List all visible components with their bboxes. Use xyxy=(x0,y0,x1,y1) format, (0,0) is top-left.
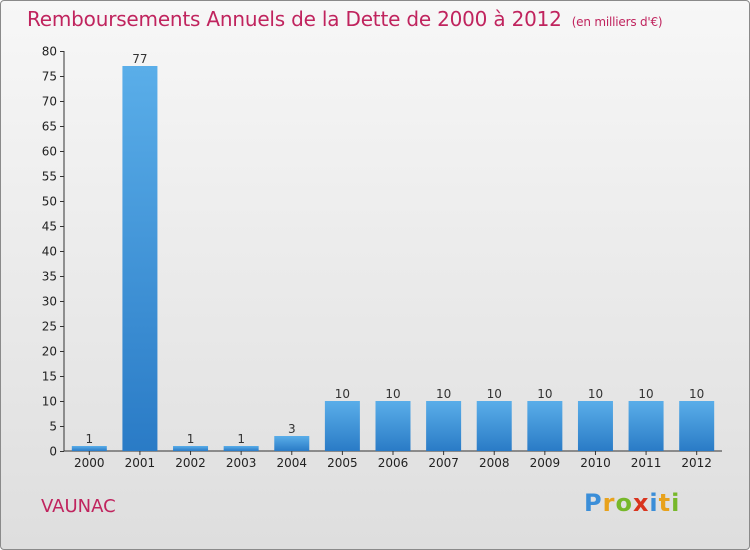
bar-2012 xyxy=(679,401,715,451)
y-tick-label: 40 xyxy=(42,245,57,259)
chart-axes: 0 5 10 15 20 25 30 35 40 45 50 55 60 65 70 75 80 2000 2001… xyxy=(42,45,722,470)
x-tick-label: 2007 xyxy=(428,456,459,470)
bar-2007 xyxy=(426,401,462,451)
y-tick-label: 0 xyxy=(49,445,57,459)
bar-value-label: 10 xyxy=(588,387,603,401)
bar-2006 xyxy=(375,401,411,451)
bar-2001 xyxy=(122,66,158,451)
x-tick-label: 2012 xyxy=(681,456,712,470)
chart-title: Remboursements Annuels de la Dette de 20… xyxy=(27,7,663,31)
y-tick-label: 75 xyxy=(42,70,57,84)
y-tick-label: 60 xyxy=(42,145,57,159)
logo-letter: o xyxy=(615,489,633,517)
x-tick-label: 2004 xyxy=(276,456,307,470)
y-tick-label: 25 xyxy=(42,320,57,334)
x-tick-label: 2002 xyxy=(175,456,206,470)
bar-value-label: 10 xyxy=(689,387,704,401)
bar-2010 xyxy=(577,401,613,451)
y-tick-label: 65 xyxy=(42,120,57,134)
x-tick-label: 2003 xyxy=(226,456,257,470)
x-tick-label: 2008 xyxy=(479,456,510,470)
chart-data-labels: 1 77 1 1 3 10 10 10 10 10 10 10 10 xyxy=(85,52,704,446)
proxiti-logo: Proxiti xyxy=(584,489,680,517)
y-tick-label: 30 xyxy=(42,295,57,309)
logo-letter: i xyxy=(649,489,659,517)
y-tick-label: 45 xyxy=(42,220,57,234)
bar-value-label: 10 xyxy=(385,387,400,401)
x-tick-label: 2009 xyxy=(530,456,561,470)
logo-letter: i xyxy=(671,489,681,517)
x-tick-label: 2006 xyxy=(378,456,409,470)
bar-value-label: 10 xyxy=(638,387,653,401)
bar-value-label: 3 xyxy=(288,422,296,436)
bar-2004 xyxy=(274,436,310,451)
x-tick-label: 2010 xyxy=(580,456,611,470)
y-tick-label: 10 xyxy=(42,395,57,409)
y-tick-label: 35 xyxy=(42,270,57,284)
bar-2000 xyxy=(71,446,107,451)
y-tick-label: 15 xyxy=(42,370,57,384)
logo-letter: x xyxy=(632,489,650,517)
bar-2002 xyxy=(173,446,209,451)
bar-value-label: 1 xyxy=(237,432,245,446)
bar-2003 xyxy=(223,446,259,451)
y-tick-label: 20 xyxy=(42,345,57,359)
logo-letter: r xyxy=(602,489,616,517)
x-tick-label: 2011 xyxy=(631,456,662,470)
bar-value-label: 77 xyxy=(132,52,147,66)
y-tick-label: 5 xyxy=(49,420,57,434)
bar-chart: 0 5 10 15 20 25 30 35 40 45 50 55 60 65 70 75 80 2000 2001… xyxy=(42,45,722,470)
bar-value-label: 10 xyxy=(436,387,451,401)
chart-bars xyxy=(71,66,715,451)
bar-value-label: 10 xyxy=(537,387,552,401)
y-tick-label: 55 xyxy=(42,170,57,184)
logo-letter: P xyxy=(584,489,603,517)
x-tick-label: 2000 xyxy=(74,456,105,470)
bar-value-label: 10 xyxy=(487,387,502,401)
x-tick-label: 2005 xyxy=(327,456,358,470)
y-tick-label: 50 xyxy=(42,195,57,209)
bar-value-label: 10 xyxy=(335,387,350,401)
bar-2008 xyxy=(476,401,512,451)
commune-name: VAUNAC xyxy=(41,496,116,517)
bar-2011 xyxy=(628,401,664,451)
bar-value-label: 1 xyxy=(85,432,93,446)
logo-letter: t xyxy=(658,489,672,517)
bar-2005 xyxy=(324,401,360,451)
chart-title-text: Remboursements Annuels de la Dette de 20… xyxy=(27,7,562,31)
chart-unit-label: (en milliers d'€) xyxy=(571,15,663,29)
x-tick-label: 2001 xyxy=(125,456,156,470)
bar-value-label: 1 xyxy=(187,432,195,446)
y-tick-label: 80 xyxy=(42,45,57,59)
bar-2009 xyxy=(527,401,563,451)
y-tick-label: 70 xyxy=(42,95,57,109)
